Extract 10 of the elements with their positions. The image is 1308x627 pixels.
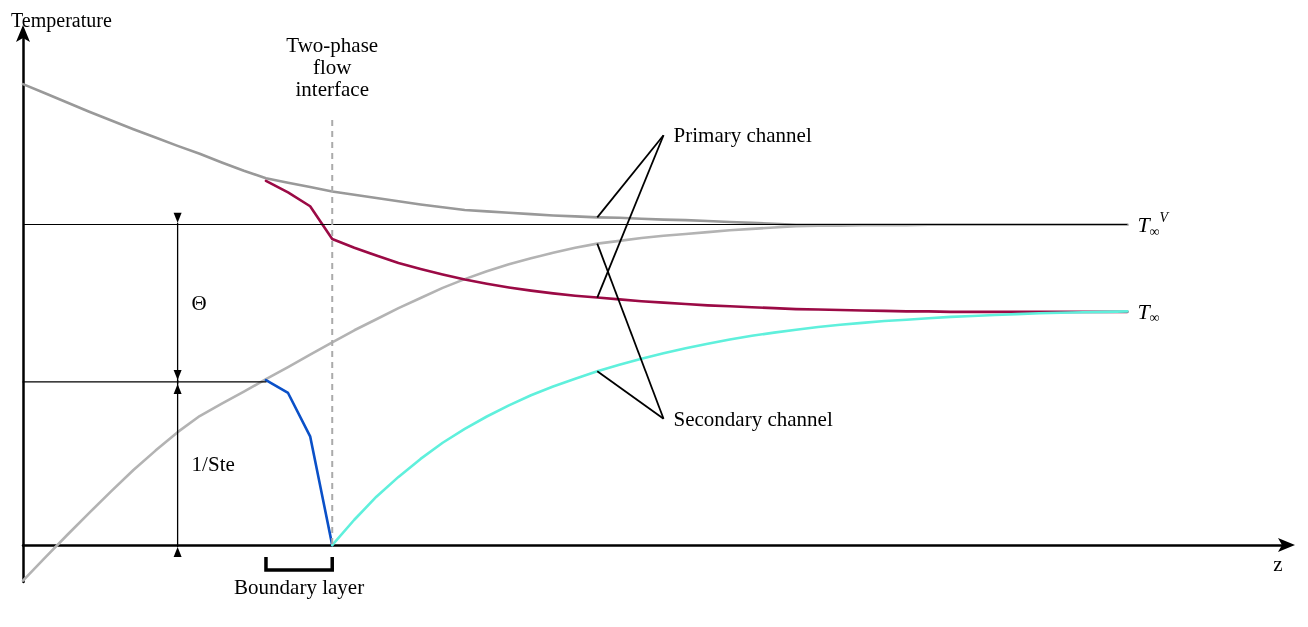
annotation: Secondary channel xyxy=(673,406,833,431)
y-axis-title: Temperature xyxy=(11,9,112,32)
annotation: Boundary layer xyxy=(234,575,365,600)
annotation: 1/Ste xyxy=(191,451,235,476)
annotation: T∞ xyxy=(1137,298,1160,325)
annotation: Two-phase flow interface xyxy=(286,33,379,101)
x-axis-title: z xyxy=(1273,552,1283,577)
annotation: Θ xyxy=(191,291,207,316)
annotation: Primary channel xyxy=(673,123,812,148)
ref-line-label: T∞V xyxy=(1137,210,1170,240)
